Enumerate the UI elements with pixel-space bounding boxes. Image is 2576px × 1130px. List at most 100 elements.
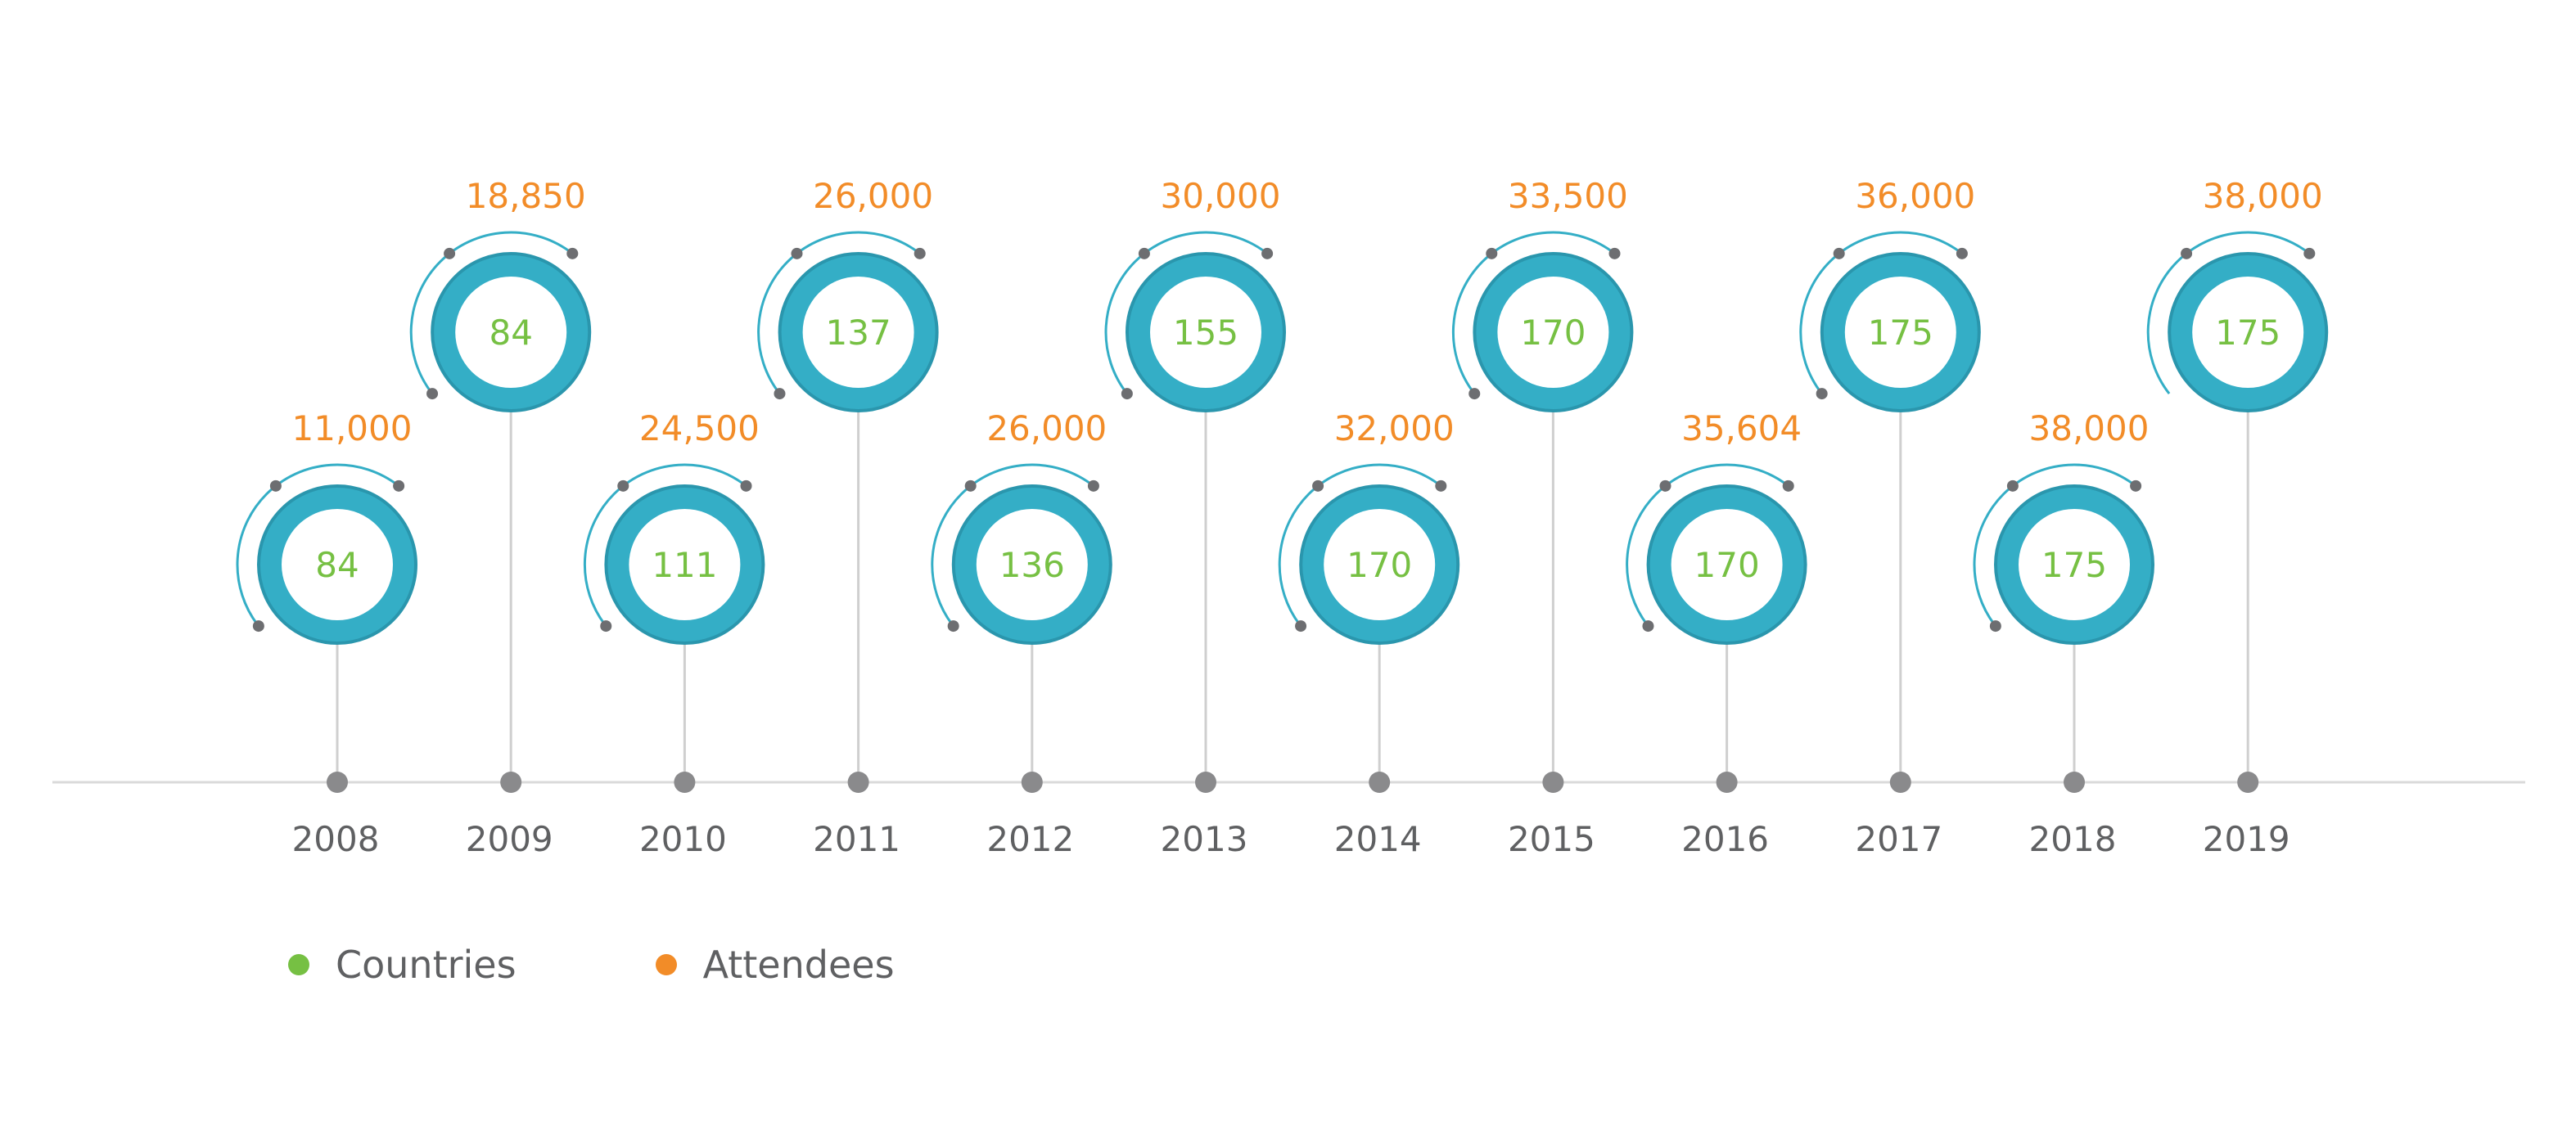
progress-arc-2011 <box>757 231 921 395</box>
ring-center-2009 <box>455 277 567 388</box>
arc-end-dot-2010 <box>740 479 752 492</box>
legend-item-attendees: Attendees <box>655 943 895 987</box>
attendees-label-2017: 36,000 <box>1855 176 1975 216</box>
countries-label-2009: 84 <box>489 313 532 353</box>
timeline-node-2014: 170 32,000 2014 <box>1278 408 1460 859</box>
progress-arc-2012 <box>931 463 1094 628</box>
attendees-label-2013: 30,000 <box>1161 176 1281 216</box>
attendees-label-2009: 18,850 <box>466 176 586 216</box>
countries-label-2015: 170 <box>1520 313 1586 353</box>
arc-end-dot-2009 <box>566 247 579 259</box>
year-label-2013: 2013 <box>1161 819 1248 859</box>
year-label-2012: 2012 <box>986 819 1074 859</box>
ring-center-2018 <box>2019 509 2130 620</box>
arc-end-dot-2017 <box>1956 247 1968 259</box>
arc-end-dot-2015 <box>1608 247 1621 259</box>
arc-mid-dot-2009 <box>444 247 456 259</box>
year-label-2016: 2016 <box>1681 819 1769 859</box>
arc-start-dot-2012 <box>947 620 959 633</box>
axis-dot-2011 <box>847 772 869 793</box>
axis-dot-2019 <box>2237 772 2259 793</box>
countries-label-2013: 155 <box>1173 313 1238 353</box>
timeline-node-2010: 111 24,500 2010 <box>583 408 765 859</box>
countries-label-2017: 175 <box>1868 313 1933 353</box>
ring-center-2013 <box>1150 277 1261 388</box>
year-label-2017: 2017 <box>1855 819 1942 859</box>
countries-label-2011: 137 <box>826 313 891 353</box>
attendees-label-2018: 38,000 <box>2029 408 2150 448</box>
attendees-label-2010: 24,500 <box>639 408 760 448</box>
arc-mid-dot-2012 <box>964 479 977 492</box>
legend-label-countries: Countries <box>336 943 517 987</box>
timeline-node-2011: 137 26,000 2011 <box>757 176 939 859</box>
axis-dot-2017 <box>1889 772 1911 793</box>
arc-start-dot-2017 <box>1816 388 1828 400</box>
arc-start-dot-2015 <box>1468 388 1481 400</box>
arc-end-dot-2019 <box>2303 247 2316 259</box>
arc-start-dot-2008 <box>252 620 264 633</box>
progress-arc-2008 <box>236 463 400 628</box>
timeline-node-2009: 84 18,850 2009 <box>409 176 592 859</box>
timeline-node-2016: 170 35,604 2016 <box>1626 408 1807 859</box>
attendees-label-2019: 38,000 <box>2203 176 2323 216</box>
ring-center-2011 <box>802 277 914 388</box>
year-label-2014: 2014 <box>1334 819 1422 859</box>
timeline-node-2008: 84 11,000 2008 <box>236 408 417 859</box>
axis-dot-2012 <box>1021 772 1043 793</box>
axis-dot-2015 <box>1542 772 1564 793</box>
attendees-label-2008: 11,000 <box>292 408 413 448</box>
timeline-node-2013: 155 30,000 2013 <box>1104 176 1286 859</box>
axis-dot-2014 <box>1369 772 1391 793</box>
axis-dot-2016 <box>1716 772 1738 793</box>
arc-end-dot-2016 <box>1782 479 1794 492</box>
attendees-label-2014: 32,000 <box>1334 408 1455 448</box>
axis-dot-2008 <box>327 772 348 793</box>
year-label-2015: 2015 <box>1508 819 1595 859</box>
arc-mid-dot-2014 <box>1312 479 1324 492</box>
countries-label-2018: 175 <box>2041 545 2107 585</box>
progress-arc-2013 <box>1104 231 1269 395</box>
arc-end-dot-2008 <box>393 479 405 492</box>
ring-center-2008 <box>282 509 393 620</box>
axis-dot-2013 <box>1195 772 1216 793</box>
countries-label-2016: 170 <box>1694 545 1760 585</box>
arc-start-dot-2009 <box>426 388 439 400</box>
ring-center-2015 <box>1497 277 1609 388</box>
ring-center-2016 <box>1671 509 1783 620</box>
arc-mid-dot-2011 <box>791 247 803 259</box>
arc-start-dot-2013 <box>1121 388 1133 400</box>
countries-label-2019: 175 <box>2215 313 2281 353</box>
arc-end-dot-2012 <box>1087 479 1099 492</box>
arc-end-dot-2011 <box>914 247 926 259</box>
arc-mid-dot-2016 <box>1659 479 1671 492</box>
year-label-2019: 2019 <box>2203 819 2290 859</box>
arc-start-dot-2018 <box>1989 620 2001 633</box>
ring-center-2019 <box>2192 277 2304 388</box>
arc-mid-dot-2010 <box>617 479 629 492</box>
legend-swatch-countries <box>288 954 309 975</box>
arc-end-dot-2013 <box>1261 247 1274 259</box>
legend: Countries Attendees <box>288 943 1034 987</box>
progress-arc-2014 <box>1278 463 1442 628</box>
arc-start-dot-2010 <box>600 620 612 633</box>
year-label-2009: 2009 <box>466 819 553 859</box>
legend-swatch-attendees <box>655 954 677 975</box>
arc-mid-dot-2018 <box>2006 479 2019 492</box>
arc-mid-dot-2017 <box>1833 247 1845 259</box>
ring-center-2014 <box>1324 509 1436 620</box>
progress-arc-2016 <box>1626 463 1789 628</box>
axis-dot-2009 <box>500 772 522 793</box>
arc-mid-dot-2013 <box>1138 247 1150 259</box>
year-label-2008: 2008 <box>292 819 380 859</box>
attendees-label-2016: 35,604 <box>1681 408 1802 448</box>
axis-dot-2010 <box>674 772 696 793</box>
legend-label-attendees: Attendees <box>702 943 895 987</box>
timeline-node-2018: 175 38,000 2018 <box>1973 408 2154 859</box>
progress-arc-2019 <box>2146 231 2311 395</box>
progress-arc-2010 <box>583 463 747 628</box>
arc-mid-dot-2015 <box>1486 247 1498 259</box>
arc-start-dot-2011 <box>774 388 786 400</box>
timeline-node-2012: 136 26,000 2012 <box>931 408 1112 859</box>
year-label-2010: 2010 <box>639 819 727 859</box>
